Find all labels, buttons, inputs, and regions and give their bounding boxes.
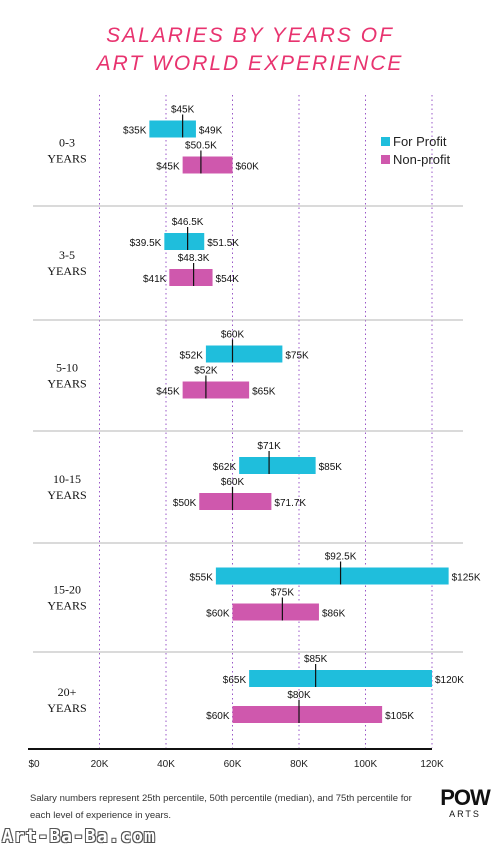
non-profit-bar [169, 269, 213, 286]
for-profit-p25-label: $55K [190, 573, 214, 584]
chart-title-line-2: ART WORLD EXPERIENCE [96, 52, 404, 75]
for-profit-median-label: $71K [257, 441, 281, 452]
group-label: 0-3 [59, 136, 75, 150]
non-profit-p25-label: $50K [173, 498, 197, 509]
salary-chart: $0 20K 40K 60K 80K 100K 120K For Profit Non-prof… [28, 95, 481, 770]
legend-label-for-profit: For Profit [393, 134, 447, 149]
for-profit-median-label: $92.5K [325, 552, 357, 563]
non-profit-median-label: $75K [271, 588, 295, 599]
non-profit-bar [182, 156, 233, 174]
pow-arts-logo: POW ARTS [440, 785, 491, 820]
logo-text-pow: POW [440, 785, 491, 810]
logo-text-arts: ARTS [449, 809, 481, 819]
for-profit-median-label: $45K [171, 105, 195, 116]
group-label: YEARS [47, 377, 86, 391]
non-profit-bar [182, 381, 250, 399]
for-profit-p75-label: $49K [199, 126, 223, 137]
non-profit-p25-label: $45K [156, 387, 180, 398]
non-profit-bar [232, 603, 319, 621]
legend-swatch-for-profit [381, 137, 390, 146]
group-label: 10-15 [53, 472, 81, 486]
x-tick-label: 80K [290, 759, 308, 770]
group-label: YEARS [47, 599, 86, 613]
group-label: YEARS [47, 701, 86, 715]
non-profit-median-label: $52K [194, 366, 218, 377]
non-profit-median-label: $48.3K [178, 253, 210, 264]
group-label: 20+ [58, 685, 77, 699]
non-profit-p75-label: $71.7K [274, 498, 306, 509]
footnote: Salary numbers represent 25th percentile… [30, 793, 412, 821]
non-profit-p75-label: $65K [252, 387, 276, 398]
non-profit-p25-label: $60K [206, 711, 230, 722]
non-profit-bar [199, 493, 272, 510]
legend-swatch-non-profit [381, 155, 390, 164]
x-tick-label: 120K [420, 759, 444, 770]
for-profit-p75-label: $75K [285, 351, 309, 362]
non-profit-p75-label: $54K [216, 274, 240, 285]
for-profit-p75-label: $120K [435, 675, 464, 686]
x-tick-label: $0 [28, 759, 40, 770]
for-profit-p75-label: $85K [319, 462, 343, 473]
watermark: Art-Ba-Ba.com [2, 826, 156, 847]
for-profit-bar [205, 345, 283, 363]
for-profit-p25-label: $52K [180, 351, 204, 362]
for-profit-bar [149, 120, 196, 138]
for-profit-bar [215, 567, 449, 585]
non-profit-p75-label: $60K [236, 162, 260, 173]
group-label: YEARS [47, 488, 86, 502]
for-profit-p25-label: $62K [213, 462, 237, 473]
for-profit-p25-label: $35K [123, 126, 147, 137]
for-profit-median-label: $46.5K [172, 217, 204, 228]
non-profit-p75-label: $86K [322, 609, 346, 620]
non-profit-p25-label: $45K [156, 162, 180, 173]
non-profit-median-label: $50.5K [185, 141, 217, 152]
non-profit-median-label: $80K [287, 690, 311, 701]
x-tick-label: 20K [91, 759, 109, 770]
for-profit-bar [164, 233, 205, 250]
non-profit-p25-label: $41K [143, 274, 167, 285]
group-label: 5-10 [56, 361, 78, 375]
non-profit-bar [232, 706, 383, 723]
non-profit-p25-label: $60K [206, 609, 230, 620]
group-label: YEARS [47, 264, 86, 278]
for-profit-bar [239, 457, 316, 474]
chart-title-line-1: SALARIES BY YEARS OF [106, 24, 394, 47]
x-tick-label: 60K [224, 759, 242, 770]
group-label: 3-5 [59, 248, 75, 262]
non-profit-median-label: $60K [221, 477, 245, 488]
x-tick-label: 40K [157, 759, 175, 770]
x-tick-label: 100K [354, 759, 378, 770]
for-profit-p75-label: $125K [452, 573, 481, 584]
group-label: 15-20 [53, 583, 81, 597]
for-profit-p25-label: $65K [223, 675, 247, 686]
for-profit-p25-label: $39.5K [130, 238, 162, 249]
for-profit-median-label: $60K [221, 330, 245, 341]
for-profit-p75-label: $51.5K [207, 238, 239, 249]
group-label: YEARS [47, 152, 86, 166]
for-profit-median-label: $85K [304, 654, 328, 665]
for-profit-bar [249, 670, 432, 687]
legend-label-non-profit: Non-profit [393, 152, 450, 167]
non-profit-p75-label: $105K [385, 711, 414, 722]
